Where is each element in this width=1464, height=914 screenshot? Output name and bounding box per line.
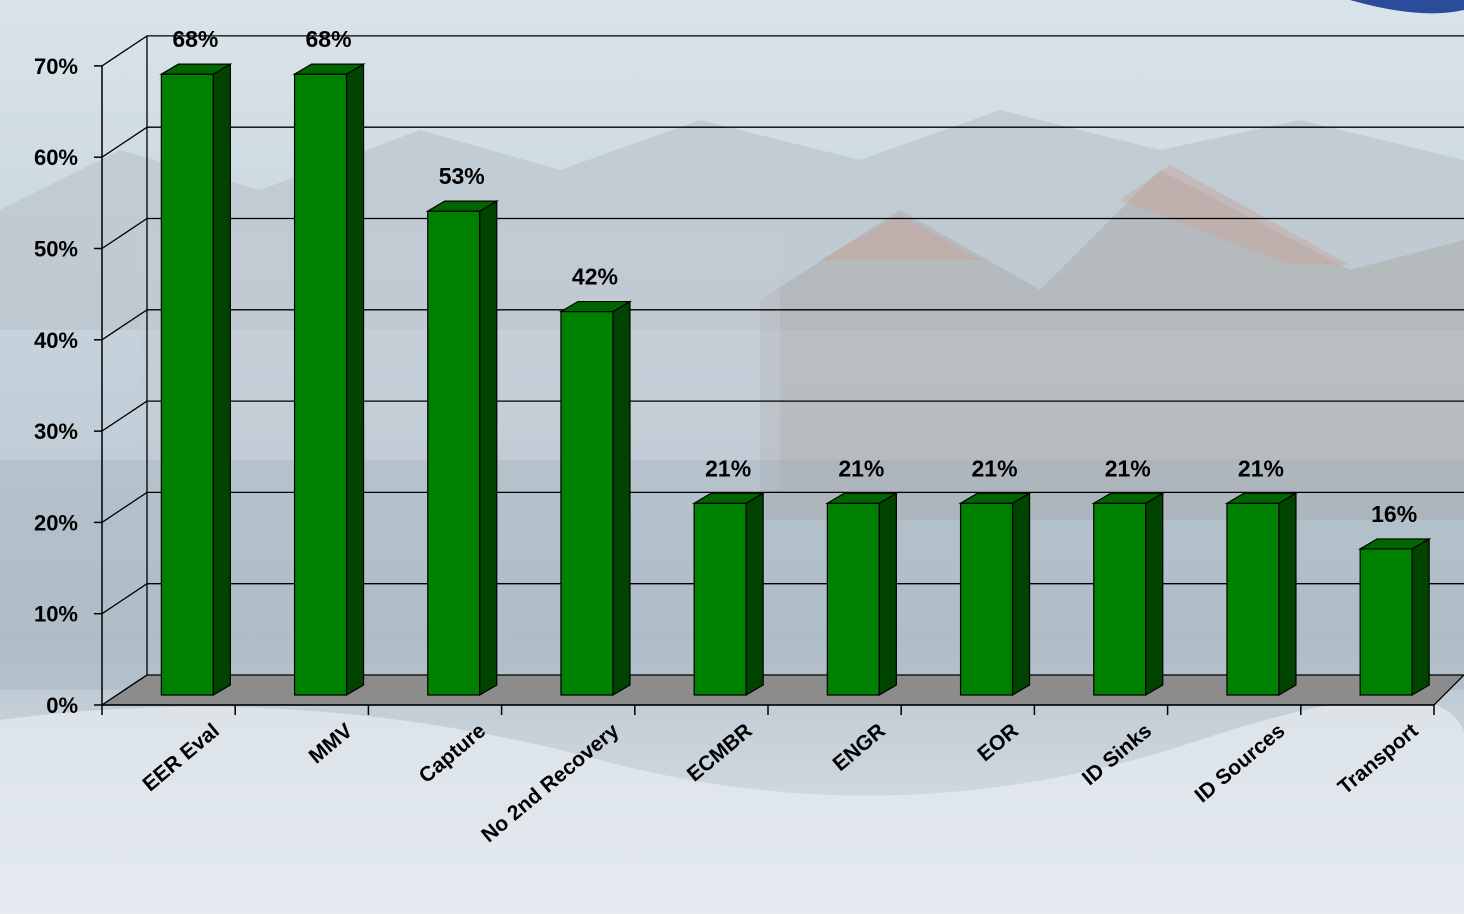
bar-side — [1411, 537, 1430, 697]
category-label: Transport — [1334, 719, 1423, 799]
gridline-diagonal — [101, 309, 148, 341]
data-label: 21% — [1105, 455, 1151, 481]
bar-top — [425, 200, 499, 212]
bar-top — [1224, 492, 1299, 504]
bar-side — [479, 200, 498, 697]
category-label: No 2nd Recovery — [477, 719, 623, 847]
bar-capture — [425, 200, 499, 697]
gridline-diagonal — [101, 491, 148, 523]
y-tick-label: 50% — [34, 237, 78, 262]
bar-front — [427, 210, 481, 696]
category-label: ID Sinks — [1078, 719, 1156, 790]
bar-eer-eval — [159, 63, 233, 697]
data-label: 21% — [972, 455, 1018, 481]
bar-side — [1145, 492, 1164, 697]
data-label: 16% — [1371, 501, 1417, 527]
bar-front — [959, 502, 1014, 696]
category-label: EOR — [973, 719, 1023, 766]
y-tick-label: 20% — [34, 510, 78, 535]
bar-top — [691, 492, 766, 504]
gridlines — [101, 35, 1464, 706]
data-label: 53% — [439, 163, 485, 189]
y-tick-label: 60% — [34, 145, 78, 170]
bar-top — [825, 492, 899, 504]
data-label: 68% — [172, 26, 218, 52]
bar-front — [693, 502, 747, 696]
data-label: 21% — [838, 455, 884, 481]
y-tick-label: 70% — [34, 54, 78, 79]
bar-side — [745, 492, 764, 697]
gridline-diagonal — [101, 126, 148, 158]
bar-ecmbr — [691, 492, 766, 697]
bar-top — [558, 300, 633, 313]
data-label: 21% — [705, 455, 751, 481]
category-label: ECMBR — [683, 719, 757, 786]
bar-front — [1359, 548, 1413, 696]
bar-front — [160, 73, 214, 696]
bar-top — [958, 492, 1032, 504]
bar-side — [212, 63, 231, 697]
category-label: ENGR — [829, 719, 890, 776]
bar-side — [345, 63, 365, 697]
category-label: MMV — [305, 719, 357, 768]
gridline-diagonal — [101, 583, 148, 615]
bar-side — [878, 492, 897, 697]
y-tick-label: 30% — [34, 419, 78, 444]
bar-top — [1091, 492, 1165, 504]
bar-front — [826, 502, 880, 696]
y-tick-label: 0% — [46, 693, 78, 718]
bar-top — [292, 63, 366, 75]
data-label: 21% — [1238, 455, 1284, 481]
bar-front — [1093, 502, 1147, 696]
gridline-diagonal — [101, 35, 148, 67]
bar-no-2nd-recovery — [558, 300, 633, 697]
bar-mmv — [292, 63, 366, 697]
category-label: EER Eval — [138, 719, 223, 796]
bar-transport — [1357, 537, 1432, 697]
bar-side — [1011, 492, 1031, 697]
category-label: ID Sources — [1191, 719, 1290, 807]
y-tick-label: 10% — [34, 602, 78, 627]
data-label: 68% — [306, 26, 352, 52]
bar-top — [1357, 538, 1432, 550]
bar-side — [612, 300, 631, 697]
bar-front — [1226, 502, 1280, 696]
gridline-diagonal — [101, 217, 148, 250]
labels: 0% 10% 20% 30% 40% 50% 60% 70% 68% EER Eval 68% MMV… — [34, 26, 1423, 847]
y-tick-label: 40% — [34, 328, 78, 353]
bars — [159, 63, 1432, 697]
bar-front — [293, 73, 348, 696]
axes — [94, 35, 1435, 715]
bar-id-sinks — [1091, 492, 1165, 697]
bar-front — [560, 310, 614, 696]
bar-eor — [958, 492, 1032, 697]
gridline-diagonal — [101, 400, 148, 432]
bar-top — [159, 63, 233, 75]
category-label: Capture — [415, 719, 491, 788]
data-label: 42% — [572, 264, 618, 290]
bar-engr — [825, 492, 899, 697]
bar-side — [1278, 492, 1297, 697]
bar-id-sources — [1224, 492, 1299, 697]
